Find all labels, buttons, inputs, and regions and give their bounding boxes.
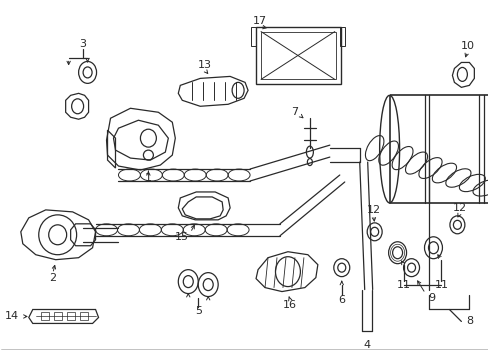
Text: 17: 17 xyxy=(252,15,266,26)
Text: 10: 10 xyxy=(459,41,473,50)
Bar xyxy=(250,27,256,45)
Text: 15: 15 xyxy=(175,232,189,242)
Bar xyxy=(41,312,49,320)
Text: 7: 7 xyxy=(291,107,298,117)
Text: 1: 1 xyxy=(144,173,152,183)
Text: 3: 3 xyxy=(79,39,86,49)
Bar xyxy=(66,312,75,320)
Text: 13: 13 xyxy=(198,60,212,71)
Text: 12: 12 xyxy=(366,205,380,215)
Bar xyxy=(261,32,335,80)
Text: 12: 12 xyxy=(451,203,466,213)
Text: 2: 2 xyxy=(49,273,56,283)
Bar xyxy=(54,312,61,320)
Text: 11: 11 xyxy=(433,280,447,289)
Text: 8: 8 xyxy=(465,316,472,327)
Text: 14: 14 xyxy=(5,311,19,321)
Text: 9: 9 xyxy=(427,293,434,302)
Text: 16: 16 xyxy=(283,300,296,310)
Text: 5: 5 xyxy=(194,306,202,316)
Bar xyxy=(389,95,488,203)
Bar xyxy=(80,312,87,320)
Bar xyxy=(256,27,340,84)
Text: 4: 4 xyxy=(363,340,369,350)
Bar xyxy=(339,27,344,45)
Text: 11: 11 xyxy=(396,280,410,289)
Text: 6: 6 xyxy=(338,294,345,305)
